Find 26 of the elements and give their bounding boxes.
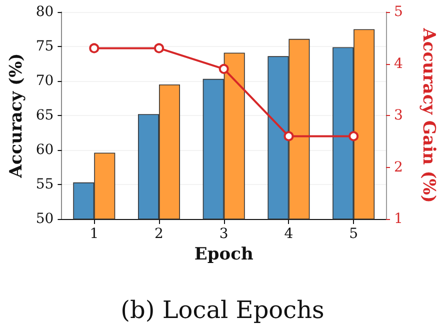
y-tick-label: 70	[36, 73, 54, 89]
y2-tick-label: 3	[394, 108, 403, 124]
y2-tick-label: 4	[394, 56, 403, 72]
y-tick-label: 55	[36, 176, 54, 192]
y-tick-label: 75	[36, 38, 54, 54]
point	[154, 43, 164, 54]
text: (b) Local Epochs	[120, 296, 324, 324]
y2-tick-label: 1	[394, 211, 403, 227]
point	[218, 64, 229, 74]
y-tick-label: 65	[36, 108, 54, 124]
x-tick-label: 2	[154, 226, 164, 242]
y-tick-label: 50	[36, 211, 54, 227]
x-tick-label: 4	[284, 226, 294, 242]
x-tick-label: 1	[90, 226, 99, 242]
x-axis-title: Epoch	[194, 244, 254, 264]
y-tick-label: 60	[36, 142, 54, 158]
point	[284, 131, 294, 142]
y2-tick-label: 5	[394, 4, 403, 20]
y-tick-label: 80	[36, 4, 54, 20]
y2-tick-label: 2	[394, 159, 403, 176]
x-tick-label: 3	[219, 226, 228, 242]
point	[348, 131, 359, 142]
y-axis-title: Accuracy (%)	[6, 53, 26, 179]
y2-axis-title: Accuracy Gain (%)	[418, 27, 438, 203]
point	[89, 43, 100, 54]
x-tick-label: 5	[349, 226, 358, 242]
